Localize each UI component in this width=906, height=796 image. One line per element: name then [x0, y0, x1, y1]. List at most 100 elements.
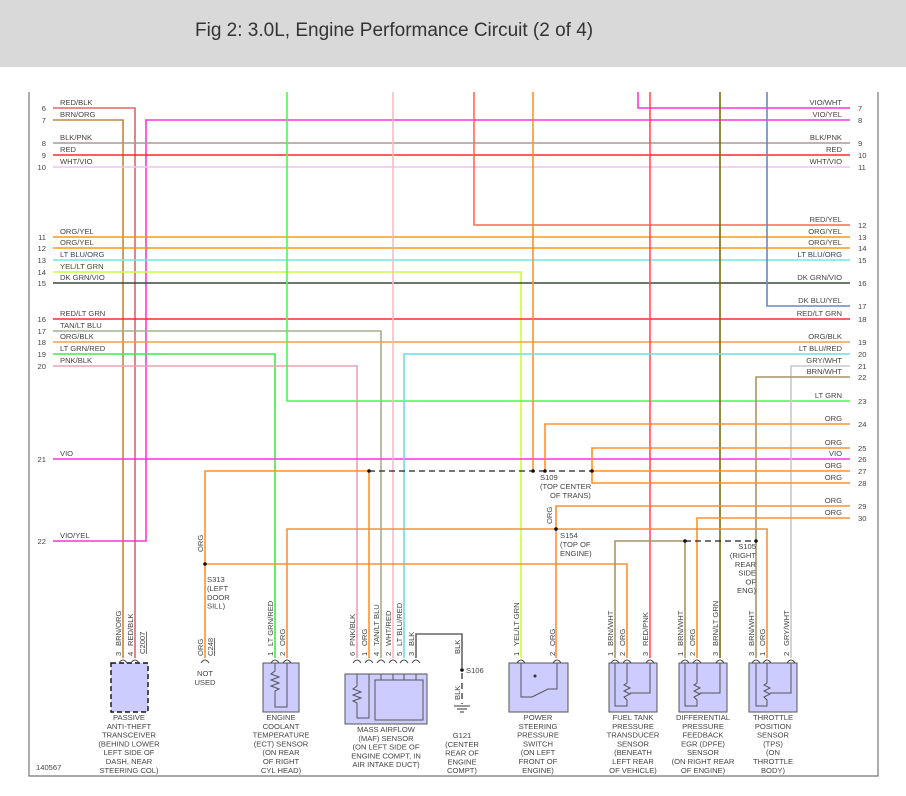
component-label: BODY) — [761, 766, 786, 775]
right-row-label: VIO — [829, 449, 842, 458]
pin-terminal-icon — [610, 659, 620, 664]
component-label: PRESSURE — [682, 722, 724, 731]
left-row-number: 15 — [38, 279, 46, 288]
wire-tan-lt-blu — [53, 330, 382, 658]
pin-terminal-icon — [200, 659, 210, 664]
right-row-label: BRN/WHT — [807, 367, 843, 376]
passive-anti-theft-transceiver: 3 BRN/ORG 4 RED/BLK C2007 PASSIVEANTI-THEFTTR… — [98, 610, 160, 774]
component-label: STEERING COL) — [99, 766, 159, 775]
right-row-label: GRY/WHT — [806, 356, 842, 365]
right-row-number: 29 — [858, 502, 866, 511]
left-row-label: BRN/ORG — [60, 110, 96, 119]
right-row-label: RED/YEL — [810, 215, 843, 224]
pin-number: 1 — [606, 652, 615, 656]
splice-s106: S106 — [466, 666, 484, 675]
left-row-number: 8 — [42, 139, 46, 148]
component-label: DIFFERENTIAL — [676, 713, 730, 722]
component-label: ANTI-THEFT — [107, 722, 152, 731]
right-row-label: ORG — [825, 414, 842, 423]
pin-terminal-icon — [552, 659, 562, 664]
splice-dot — [590, 469, 594, 473]
pin-wire-label: BRN/LT GRN — [711, 601, 720, 646]
right-row-number: 11 — [858, 163, 866, 172]
splice-location: OF TRANS) — [550, 491, 591, 500]
pin-wire-label: PNK/BLK — [348, 614, 357, 646]
component-box — [110, 662, 149, 713]
component-label: (BENEATH — [614, 748, 652, 757]
component-label: (BEHIND LOWER — [98, 739, 160, 748]
right-row-number: 30 — [858, 514, 866, 523]
wire-org — [555, 505, 850, 529]
component-label: DASH, NEAR — [106, 757, 153, 766]
wire-color-tag: BLK — [453, 686, 462, 700]
right-row-label: WHT/VIO — [810, 157, 843, 166]
right-row-number: 9 — [858, 139, 862, 148]
left-row-label: YEL/LT GRN — [60, 262, 104, 271]
left-row-label: LT GRN/RED — [60, 344, 106, 353]
pin-number: 3 — [114, 652, 123, 656]
left-row-number: 16 — [38, 315, 46, 324]
pin-terminal-icon — [762, 659, 772, 664]
title-bar: Fig 2: 3.0L, Engine Performance Circuit … — [0, 0, 906, 67]
pin-terminal-icon — [376, 659, 386, 664]
pin-terminal-icon — [715, 659, 725, 664]
component-box — [262, 662, 300, 713]
pin-terminal-icon — [692, 659, 702, 664]
component-label: SENSOR — [617, 739, 650, 748]
right-row-label: ORG — [825, 438, 842, 447]
wire-color-tag: BLK — [453, 640, 462, 654]
pin-wire-label: BLK — [407, 632, 416, 646]
switch-icon — [520, 663, 558, 698]
pin-number: 2 — [618, 652, 627, 656]
component-label: (ON REAR — [262, 748, 300, 757]
wire-brn-wht — [755, 376, 850, 658]
component-label: ENGINE COMPT, IN — [351, 751, 421, 760]
pin-terminal-icon — [516, 659, 526, 664]
component-label: ENGINE) — [522, 766, 554, 775]
right-row-number: 14 — [858, 244, 866, 253]
right-row-label: VIO/YEL — [812, 110, 842, 119]
wire-brn-org — [53, 119, 124, 658]
ect-sensor: 1LT GRN/RED2ORGENGINECOOLANTTEMPERATURE(… — [253, 600, 310, 775]
component-label: FEEDBACK — [683, 731, 724, 740]
component-label: POSITION — [755, 722, 791, 731]
right-row-label: ORG/YEL — [808, 238, 842, 247]
wire-org — [205, 563, 628, 658]
right-row-number: 27 — [858, 467, 866, 476]
component-label: (MAF) SENSOR — [358, 734, 414, 743]
splice-dot — [460, 668, 464, 672]
wire-lt-blu-red — [403, 353, 850, 658]
left-row-label: TAN/LT BLU — [60, 321, 102, 330]
right-row-number: 15 — [858, 256, 866, 265]
splice-location: OF — [745, 577, 756, 586]
left-row-label: RED/BLK — [60, 98, 93, 107]
fuel-tank-pressure-transducer: 1 BRN/WHT 2 ORG 3 RED/PNK FUEL TANKPRESSURETRA… — [606, 610, 660, 775]
component-label: REAR OF — [445, 749, 479, 758]
right-row-label: ORG — [825, 508, 842, 517]
splice-location: REAR — [735, 560, 757, 569]
component-box — [678, 662, 728, 713]
splice-dot — [754, 539, 758, 543]
right-row-number: 17 — [858, 302, 866, 311]
right-row-label: LT GRN — [815, 391, 842, 400]
pin-wire-label: GRY/WHT — [782, 610, 791, 646]
maf-sensor: 6 PNK/BLK 1 ORG 4 TAN/LT BLU 2 WHT/RED 5 LT BLU/R… — [344, 602, 428, 769]
pin-terminal-icon — [411, 659, 421, 664]
component-label: OF RIGHT — [263, 757, 300, 766]
diagram-frame — [28, 92, 879, 777]
left-row-number: 6 — [42, 104, 46, 113]
right-row-number: 12 — [858, 221, 866, 230]
right-row-number: 13 — [858, 233, 866, 242]
wire-org — [544, 423, 850, 471]
component-label: COMPT) — [447, 766, 477, 775]
pin-number: 6 — [348, 652, 357, 656]
splice-location: (TOP CENTER — [540, 482, 592, 491]
component-label: ENGINE — [266, 713, 295, 722]
wire-color-tag: ORG — [196, 535, 205, 552]
wire-lt-grn-red — [53, 353, 276, 658]
wire-brn-wht — [614, 540, 685, 658]
splice-location: SILL) — [207, 602, 226, 611]
